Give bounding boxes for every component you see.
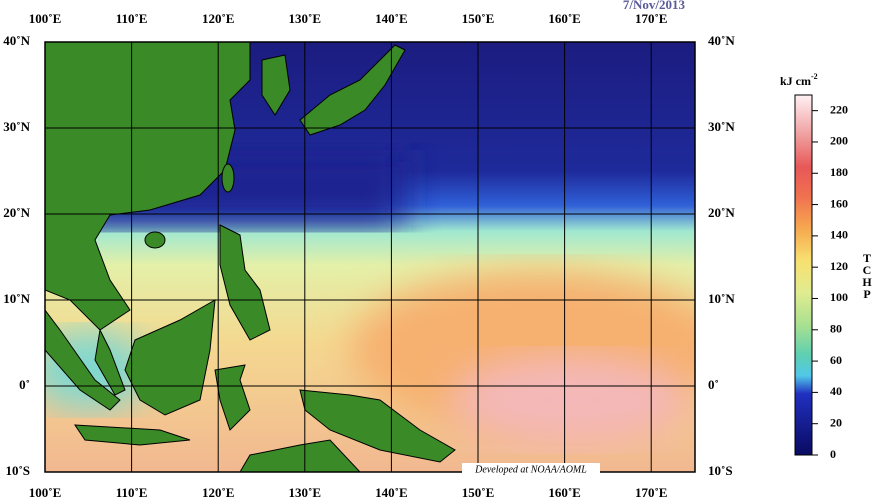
lon-label-bottom: 170˚E bbox=[635, 485, 668, 500]
colorbar bbox=[794, 94, 813, 456]
lon-label-bottom: 150˚E bbox=[462, 485, 495, 500]
map-area bbox=[45, 42, 695, 472]
colorbar-tick-label: 60 bbox=[830, 353, 842, 367]
lat-label-right: 20˚N bbox=[708, 205, 735, 220]
lon-label-top: 130˚E bbox=[289, 11, 322, 26]
lon-label-top: 120˚E bbox=[202, 11, 235, 26]
lat-label-right: 30˚N bbox=[708, 119, 735, 134]
credit-bg bbox=[462, 463, 600, 475]
lon-label-top: 110˚E bbox=[116, 11, 148, 26]
colorbar-label: TCHP bbox=[862, 251, 872, 301]
colorbar-unit: kJ cm-2 bbox=[780, 72, 818, 88]
colorbar-tick-label: 120 bbox=[830, 259, 848, 273]
lat-label-left: 20˚N bbox=[3, 205, 30, 220]
lon-label-bottom: 120˚E bbox=[202, 485, 235, 500]
lon-label-top: 140˚E bbox=[375, 11, 408, 26]
lat-label-left: 40˚N bbox=[3, 33, 30, 48]
lon-label-top: 100˚E bbox=[29, 11, 62, 26]
lat-label-right: 10˚S bbox=[708, 463, 733, 478]
colorbar-tick-label: 140 bbox=[830, 228, 848, 242]
colorbar-tick-label: 220 bbox=[830, 102, 848, 116]
lon-label-bottom: 130˚E bbox=[289, 485, 322, 500]
unit-exponent: -2 bbox=[811, 72, 818, 81]
map-frame bbox=[44, 41, 696, 473]
lon-label-top: 160˚E bbox=[548, 11, 581, 26]
lon-label-bottom: 100˚E bbox=[29, 485, 62, 500]
hot-pool bbox=[450, 355, 690, 445]
credit-box: Developed at NOAA/AOML bbox=[462, 463, 600, 475]
land bbox=[45, 42, 456, 472]
lat-label-right: 40˚N bbox=[708, 33, 735, 48]
lon-label-bottom: 110˚E bbox=[116, 485, 148, 500]
lon-label-bottom: 160˚E bbox=[548, 485, 581, 500]
credit: Developed at NOAA/AOML bbox=[474, 464, 587, 475]
lat-label-left: 10˚N bbox=[3, 291, 30, 306]
colorbar-tick-label: 200 bbox=[830, 134, 848, 148]
colorbar-tick-label: 100 bbox=[830, 290, 848, 304]
colorbar-tick-label: 160 bbox=[830, 196, 848, 210]
lon-label-top: 150˚E bbox=[462, 11, 495, 26]
lat-label-right: 10˚N bbox=[708, 291, 735, 306]
date: 7/Nov/2013 bbox=[623, 0, 686, 12]
lat-label-left: 0˚ bbox=[19, 377, 30, 392]
lat-label-left: 30˚N bbox=[3, 119, 30, 134]
colorbar-tick-label: 0 bbox=[830, 447, 836, 461]
graticule bbox=[45, 42, 695, 472]
colorbar-tick-label: 80 bbox=[830, 322, 842, 336]
lat-label-left: 10˚S bbox=[5, 463, 30, 478]
colorbar-tick-label: 40 bbox=[830, 384, 842, 398]
lon-label-bottom: 140˚E bbox=[375, 485, 408, 500]
unit: kJ cm bbox=[780, 74, 811, 88]
lat-label-right: 0˚ bbox=[708, 377, 719, 392]
colorbar-tick-label: 20 bbox=[830, 415, 842, 429]
lon-label-top: 170˚E bbox=[635, 11, 668, 26]
colorbar-tick-label: 180 bbox=[830, 165, 848, 179]
